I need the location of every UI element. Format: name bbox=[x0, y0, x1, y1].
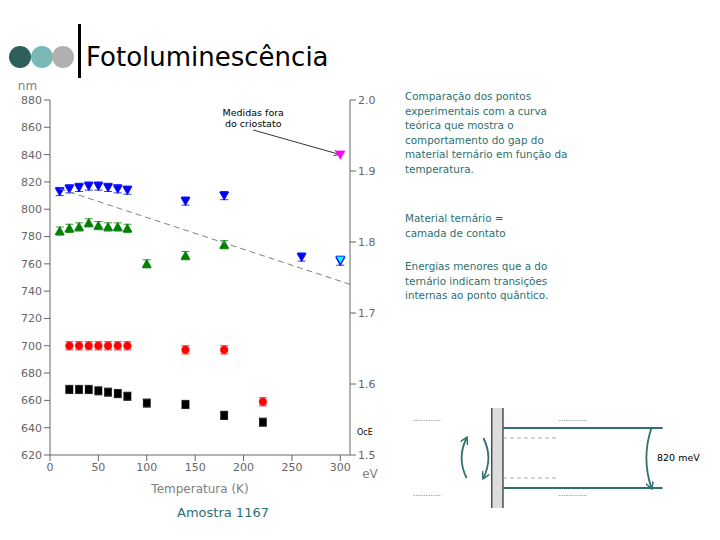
svg-text:640: 640 bbox=[21, 422, 42, 435]
svg-text:880: 880 bbox=[21, 94, 42, 107]
svg-text:660: 660 bbox=[21, 394, 42, 407]
svg-text:1.8: 1.8 bbox=[358, 236, 376, 249]
svg-text:50: 50 bbox=[91, 461, 105, 474]
svg-text:1.7: 1.7 bbox=[358, 307, 376, 320]
html-text:Energias menores que a do tern: Energias menores que a do ternário indic… bbox=[405, 260, 549, 302]
svg-text:620: 620 bbox=[21, 449, 42, 462]
svg-text:Temperatura (K): Temperatura (K) bbox=[150, 482, 248, 496]
svg-text:1.6: 1.6 bbox=[358, 378, 376, 391]
svg-text:1.9: 1.9 bbox=[358, 165, 376, 178]
svg-text:860: 860 bbox=[21, 121, 42, 134]
svg-text:Medidas forado criostato: Medidas forado criostato bbox=[223, 107, 284, 129]
svg-text:0: 0 bbox=[47, 461, 54, 474]
svg-text:720: 720 bbox=[21, 312, 42, 325]
svg-text:150: 150 bbox=[185, 461, 206, 474]
svg-text:100: 100 bbox=[136, 461, 157, 474]
svg-text:840: 840 bbox=[21, 149, 42, 162]
svg-text:780: 780 bbox=[21, 230, 42, 243]
svg-text:740: 740 bbox=[21, 285, 42, 298]
svg-text:680: 680 bbox=[21, 367, 42, 380]
html-text:Amostra 1167: Amostra 1167 bbox=[177, 505, 269, 520]
svg-text:300: 300 bbox=[330, 461, 351, 474]
svg-text:eV: eV bbox=[362, 467, 378, 481]
svg-text:250: 250 bbox=[281, 461, 302, 474]
svg-text:820: 820 bbox=[21, 176, 42, 189]
svg-text:nm: nm bbox=[18, 79, 37, 93]
svg-text:1.5: 1.5 bbox=[358, 449, 376, 462]
svg-text:200: 200 bbox=[233, 461, 254, 474]
svg-text:820 meV: 820 meV bbox=[657, 452, 700, 463]
svg-text:800: 800 bbox=[21, 203, 42, 216]
html-text:OcE: OcE bbox=[357, 428, 373, 437]
svg-text:760: 760 bbox=[21, 258, 42, 271]
html-text:Comparação dos pontos experime: Comparação dos pontos experimentais com … bbox=[405, 90, 568, 175]
html-text:Material ternário = camada de: Material ternário = camada de contato bbox=[405, 212, 506, 239]
svg-text:2.0: 2.0 bbox=[358, 94, 376, 107]
html-text:Fotoluminescência: Fotoluminescência bbox=[86, 42, 329, 72]
svg-text:700: 700 bbox=[21, 340, 42, 353]
